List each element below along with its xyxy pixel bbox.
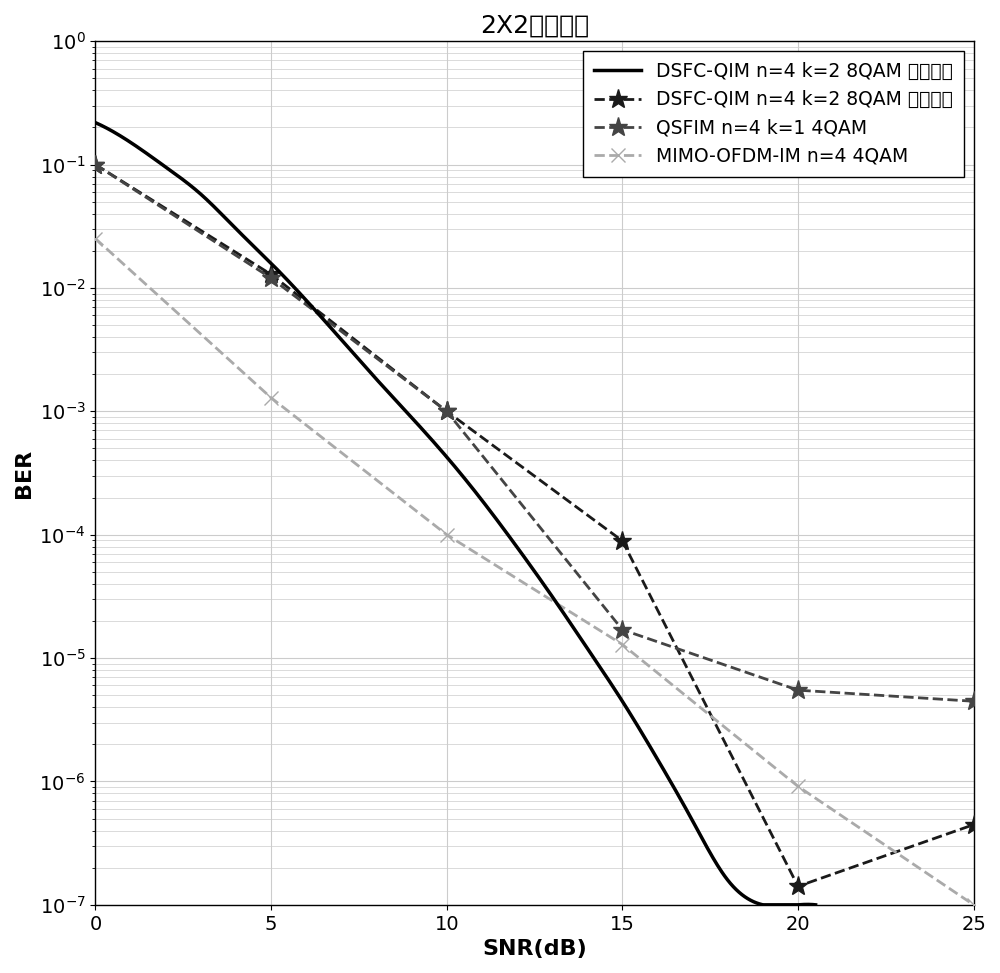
DSFC-QIM n=4 k=2 8QAM （理论） xyxy=(89,117,101,128)
QSFIM n=4 k=1 4QAM xyxy=(441,406,453,417)
DSFC-QIM n=4 k=2 8QAM （理论） xyxy=(810,899,822,911)
Line: MIMO-OFDM-IM n=4 4QAM: MIMO-OFDM-IM n=4 4QAM xyxy=(88,232,981,912)
DSFC-QIM n=4 k=2 8QAM （理论） xyxy=(431,441,443,452)
MIMO-OFDM-IM n=4 4QAM xyxy=(792,780,804,792)
DSFC-QIM n=4 k=2 8QAM （俯真） xyxy=(89,159,101,170)
Y-axis label: BER: BER xyxy=(14,449,34,497)
QSFIM n=4 k=1 4QAM xyxy=(89,159,101,170)
DSFC-QIM n=4 k=2 8QAM （理论） xyxy=(518,551,530,562)
Line: QSFIM n=4 k=1 4QAM: QSFIM n=4 k=1 4QAM xyxy=(86,155,983,711)
MIMO-OFDM-IM n=4 4QAM xyxy=(441,529,453,541)
DSFC-QIM n=4 k=2 8QAM （俯真） xyxy=(616,535,628,547)
Line: DSFC-QIM n=4 k=2 8QAM （理论）: DSFC-QIM n=4 k=2 8QAM （理论） xyxy=(95,123,816,905)
DSFC-QIM n=4 k=2 8QAM （理论） xyxy=(436,446,448,457)
MIMO-OFDM-IM n=4 4QAM xyxy=(968,899,980,911)
Line: DSFC-QIM n=4 k=2 8QAM （俯真）: DSFC-QIM n=4 k=2 8QAM （俯真） xyxy=(86,155,983,896)
DSFC-QIM n=4 k=2 8QAM （俯真） xyxy=(265,269,277,280)
DSFC-QIM n=4 k=2 8QAM （理论） xyxy=(479,498,491,510)
MIMO-OFDM-IM n=4 4QAM xyxy=(265,392,277,404)
DSFC-QIM n=4 k=2 8QAM （俯真） xyxy=(792,881,804,892)
DSFC-QIM n=4 k=2 8QAM （理论） xyxy=(794,899,806,911)
DSFC-QIM n=4 k=2 8QAM （理论） xyxy=(680,803,692,814)
DSFC-QIM n=4 k=2 8QAM （俯真） xyxy=(968,819,980,831)
DSFC-QIM n=4 k=2 8QAM （俯真） xyxy=(441,406,453,417)
QSFIM n=4 k=1 4QAM xyxy=(616,624,628,635)
MIMO-OFDM-IM n=4 4QAM xyxy=(616,638,628,650)
X-axis label: SNR(dB): SNR(dB) xyxy=(482,939,587,959)
QSFIM n=4 k=1 4QAM xyxy=(265,272,277,284)
DSFC-QIM n=4 k=2 8QAM （理论） xyxy=(758,899,770,911)
QSFIM n=4 k=1 4QAM xyxy=(968,696,980,707)
Legend: DSFC-QIM n=4 k=2 8QAM （理论）, DSFC-QIM n=4 k=2 8QAM （俯真）, QSFIM n=4 k=1 4QAM, MIMO: DSFC-QIM n=4 k=2 8QAM （理论）, DSFC-QIM n=4… xyxy=(583,51,964,177)
QSFIM n=4 k=1 4QAM xyxy=(792,684,804,696)
MIMO-OFDM-IM n=4 4QAM xyxy=(89,233,101,244)
Title: 2X2独立信道: 2X2独立信道 xyxy=(480,14,589,38)
